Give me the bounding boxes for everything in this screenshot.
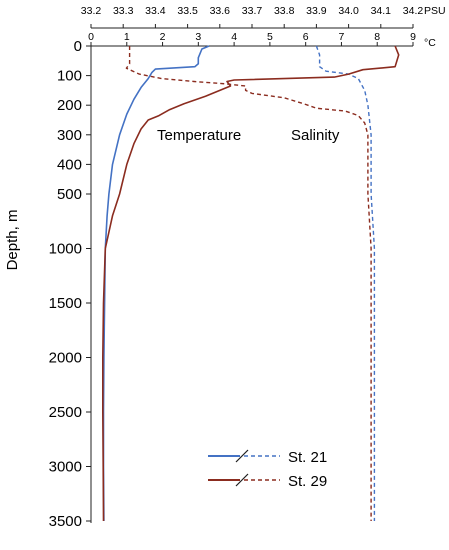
psu-tick-label: 33.7 — [242, 5, 263, 17]
depth-tick-label: 200 — [57, 97, 82, 114]
salinity-axis: 33.2 33.3 33.4 33.5 33.6 33.7 33.8 33.9 34.0 34.1… — [81, 5, 424, 28]
temperature-axis: 0 1 2 3 4 5 6 7 8 9 — [88, 31, 416, 46]
psu-tick-label: 33.9 — [306, 5, 327, 17]
psu-unit-label: PSU — [424, 5, 446, 17]
annotation-temperature: Temperature — [157, 127, 241, 144]
depth-tick-label: 100 — [57, 68, 82, 85]
temperature-tick-label: 9 — [410, 31, 416, 43]
depth-tick-label: 1500 — [49, 295, 82, 312]
temperature-tick-label: 2 — [160, 31, 166, 43]
legend-st21-separator — [235, 449, 249, 463]
depth-tick-label: 3500 — [49, 513, 82, 530]
st29-temperature-line — [102, 45, 400, 522]
psu-tick-label: 34.1 — [371, 5, 392, 17]
depth-tick-label: 2500 — [49, 404, 82, 421]
temperature-tick-label: 5 — [267, 31, 273, 43]
st29-salinity-line — [125, 46, 372, 521]
temperature-tick-label: 0 — [88, 31, 94, 43]
depth-tick-label: 500 — [57, 186, 82, 203]
legend-st21-label: St. 21 — [288, 449, 327, 466]
celsius-unit-label: °C — [424, 37, 436, 49]
legend-entry-st29: St. 29 — [208, 473, 327, 490]
temperature-tick-label: 7 — [339, 31, 345, 43]
psu-tick-label: 33.3 — [113, 5, 134, 17]
temperature-tick-label: 4 — [231, 31, 237, 43]
depth-tick-label: 3000 — [49, 459, 82, 476]
depth-tick-label: 300 — [57, 127, 82, 144]
psu-tick-label: 33.8 — [274, 5, 295, 17]
plot-frame — [90, 27, 413, 523]
psu-tick-label: 33.5 — [177, 5, 198, 17]
y-axis-title: Depth, m — [4, 210, 21, 271]
legend-entry-st21: St. 21 — [208, 449, 327, 466]
temperature-tick-label: 8 — [374, 31, 380, 43]
st21-temperature-line — [102, 45, 210, 522]
depth-tick-label: 1000 — [49, 241, 82, 258]
psu-tick-label: 34.2 — [403, 5, 424, 17]
legend: St. 21 St. 29 — [208, 449, 327, 490]
depth-tick-label: 0 — [74, 38, 82, 55]
legend-st29-separator — [235, 473, 249, 487]
depth-tick-label: 400 — [57, 156, 82, 173]
psu-tick-label: 33.6 — [210, 5, 231, 17]
psu-tick-label: 33.4 — [145, 5, 166, 17]
temperature-tick-label: 1 — [124, 31, 130, 43]
st21-salinity-line — [315, 45, 376, 521]
legend-st29-label: St. 29 — [288, 473, 327, 490]
series-layer — [102, 45, 400, 522]
depth-axis: 0 100 200 300 400 500 1000 1500 2000 2500 3000 3500 — [49, 38, 91, 530]
annotation-salinity: Salinity — [291, 127, 340, 144]
temperature-tick-label: 3 — [195, 31, 201, 43]
depth-tick-label: 2000 — [49, 350, 82, 367]
psu-tick-label: 33.2 — [81, 5, 102, 17]
temperature-tick-label: 6 — [303, 31, 309, 43]
psu-tick-label: 34.0 — [338, 5, 359, 17]
